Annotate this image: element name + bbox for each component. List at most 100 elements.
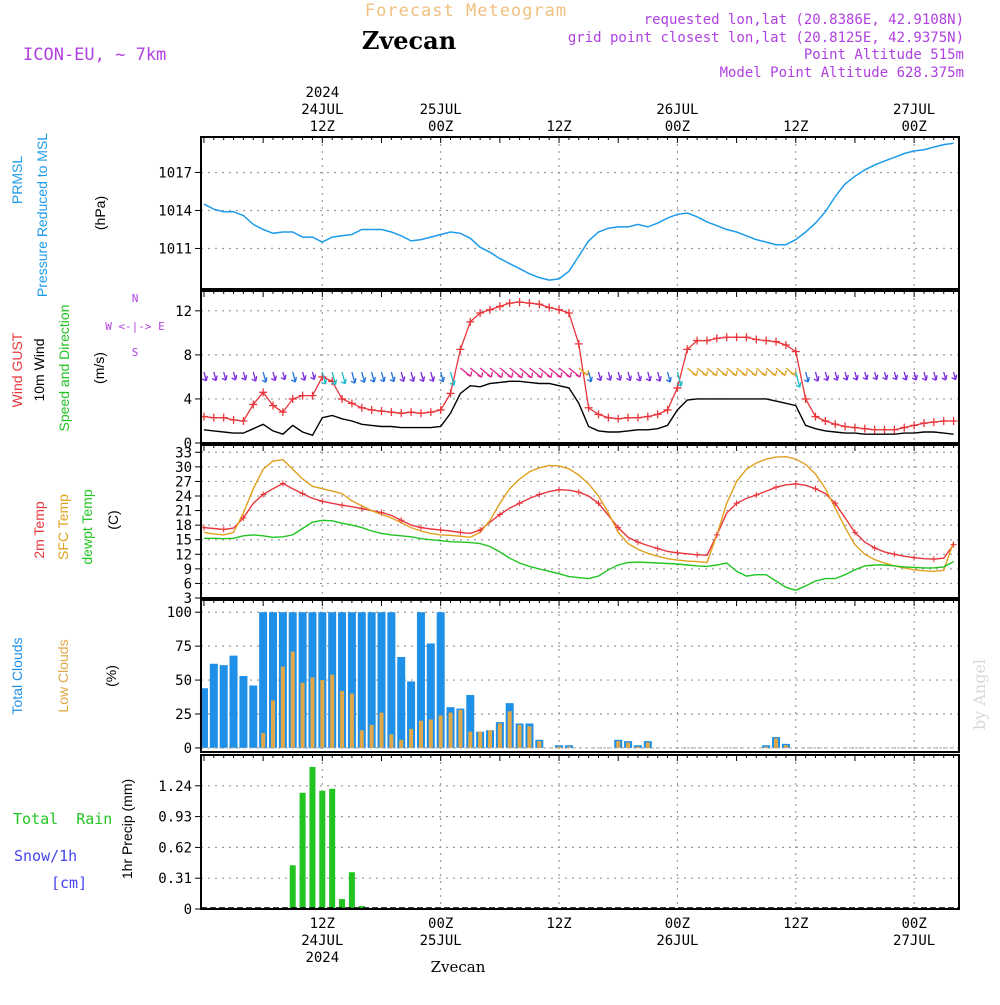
- temperature-ytick-label: 9: [184, 562, 192, 578]
- low-cloud-bar: [497, 723, 502, 748]
- temperature-ytick-label: 24: [175, 489, 192, 505]
- point-altitude: Point Altitude 515m: [804, 47, 964, 63]
- temp-point: [911, 554, 918, 561]
- low-cloud-bar: [517, 724, 522, 748]
- wind-gust-point: [752, 335, 761, 344]
- wind-direction-arrow: [321, 371, 328, 385]
- wind-gust-point: [288, 394, 297, 403]
- wind-gust-point: [466, 317, 475, 326]
- wind-direction-arrow: [665, 371, 672, 383]
- rain-bar: [299, 792, 306, 909]
- pressure-line: [203, 142, 954, 281]
- wind-direction-arrow: [696, 367, 709, 377]
- wind-gust-point: [821, 416, 830, 425]
- gridpoint-coords: grid point closest lon,lat (20.8125E, 42…: [568, 30, 964, 46]
- precip-ytick-label: 0.62: [158, 840, 192, 856]
- wind-gust-point: [772, 337, 781, 346]
- precip-frame: [200, 754, 960, 910]
- wind-speed-line: [203, 380, 954, 437]
- compass-we: W <-|-> E: [105, 320, 165, 333]
- temp-point: [240, 514, 247, 521]
- axes-layer: 1011101410170481236912151821242730330255…: [158, 137, 955, 918]
- wind-gust-point: [436, 405, 445, 414]
- low-cloud-bar: [409, 728, 414, 748]
- precip-ytick-label: 0: [184, 902, 192, 918]
- wind-direction-arrow: [558, 367, 573, 378]
- temperature-ytick-label: 3: [184, 591, 192, 607]
- wind-gust-point: [811, 412, 820, 421]
- top-time-label: 2024: [305, 85, 339, 101]
- temp-point: [595, 500, 602, 507]
- wind-direction-arrow: [852, 371, 859, 381]
- low-cloud-bar: [300, 682, 305, 748]
- bottom-time-label: 00Z: [428, 916, 453, 932]
- temp-point: [575, 489, 582, 496]
- low-cloud-bar: [310, 677, 315, 748]
- wind-gust-point: [850, 423, 859, 432]
- frames-layer: [200, 136, 960, 910]
- wind-direction-arrow: [746, 367, 758, 377]
- low-cloud-bar: [418, 720, 423, 748]
- rain-bar: [309, 766, 316, 909]
- wind-gust-point: [298, 391, 307, 400]
- wind-direction-arrow: [331, 371, 338, 386]
- wind-gust-point: [485, 305, 494, 314]
- top-time-label: 24JUL: [301, 102, 343, 118]
- wind-gust-point: [584, 403, 593, 412]
- wind-direction-arrow: [389, 371, 396, 383]
- temp-point: [832, 500, 839, 507]
- wind-gust-point: [643, 412, 652, 421]
- total-cloud-bar: [269, 612, 278, 748]
- total-cloud-bar: [357, 612, 366, 748]
- wind-gust-point: [209, 413, 218, 422]
- low-cloud-bar: [428, 719, 433, 748]
- low-cloud-bar: [389, 734, 394, 748]
- total-cloud-bar: [249, 685, 258, 748]
- precip-label-cm: [cm]: [51, 874, 87, 892]
- total-cloud-bar: [239, 676, 248, 748]
- wind-ytick-label: 4: [184, 392, 192, 408]
- wind-direction-arrow: [459, 367, 473, 377]
- temp-point: [457, 529, 464, 536]
- rain-bar: [289, 865, 296, 909]
- wind-gust-point: [900, 423, 909, 432]
- wind-direction-arrow: [489, 367, 504, 379]
- wind-direction-arrow: [911, 371, 918, 381]
- bottom-time-label: 00Z: [665, 916, 690, 932]
- wind-ytick-label: 12: [175, 304, 192, 320]
- temp-point: [851, 529, 858, 536]
- wind-direction-arrow: [586, 371, 593, 383]
- wind-gust-point: [249, 400, 258, 409]
- temp-label-2m: 2m Temp: [31, 501, 47, 559]
- wind-direction-arrow: [892, 371, 899, 381]
- total-cloud-bar: [338, 612, 347, 748]
- total-cloud-bar: [466, 695, 475, 748]
- temp-point: [950, 541, 957, 548]
- low-cloud-bar: [359, 730, 364, 748]
- wind-direction-arrow: [842, 371, 849, 381]
- wind-direction-arrow: [813, 371, 820, 382]
- wind-gust-point: [762, 336, 771, 345]
- low-cloud-bar: [557, 746, 562, 748]
- wind-gust-point: [683, 345, 692, 354]
- data-layer: [199, 142, 959, 909]
- total-cloud-bar: [407, 681, 416, 748]
- wind-direction-arrow: [538, 367, 553, 379]
- wind-frame: [200, 290, 960, 444]
- wind-gust-point: [870, 425, 879, 434]
- wind-direction-arrow: [833, 371, 840, 381]
- wind-gust-point: [653, 410, 662, 419]
- model-label: ICON-EU, ~ 7km: [23, 45, 166, 65]
- wind-direction-arrow: [626, 371, 632, 382]
- cloud-label-unit: (%): [103, 665, 119, 687]
- wind-direction-arrow: [519, 367, 534, 379]
- wind-gust-point: [663, 405, 672, 414]
- temp-point: [753, 492, 760, 499]
- temp-point: [477, 527, 484, 533]
- footer-station: Zvecan: [431, 958, 486, 976]
- pressure-ytick-label: 1017: [158, 165, 192, 181]
- wind-gust-point: [476, 309, 485, 318]
- clouds-ytick-label: 100: [167, 605, 192, 621]
